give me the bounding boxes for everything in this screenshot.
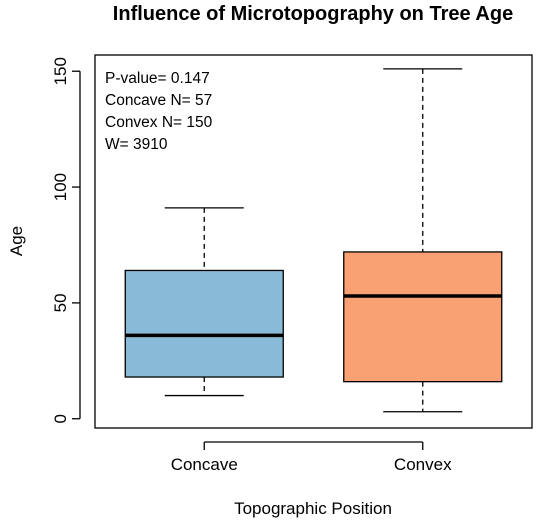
annotation-line: Concave N= 57 — [105, 92, 212, 109]
chart-title: Influence of Microtopography on Tree Age — [113, 3, 513, 25]
y-axis-label: Age — [7, 226, 26, 256]
x-tick-label: Concave — [171, 455, 238, 474]
y-tick-label: 150 — [51, 57, 70, 85]
x-tick-label: Convex — [394, 455, 452, 474]
x-axis-label: Topographic Position — [234, 499, 392, 518]
boxes — [124, 68, 503, 413]
plot-frame — [94, 54, 533, 429]
x-axis: Concave Convex — [171, 441, 452, 474]
box-convex — [343, 68, 503, 413]
annotation-line: Convex N= 150 — [105, 114, 213, 131]
y-axis: 0 50 100 150 — [51, 57, 81, 423]
y-tick-label: 100 — [51, 173, 70, 201]
iqr-box — [343, 251, 503, 383]
annotation-line: W= 3910 — [105, 136, 168, 153]
y-tick-label: 50 — [51, 293, 70, 312]
iqr-box — [124, 269, 284, 378]
y-tick-label: 0 — [51, 414, 70, 423]
annotations: P-value= 0.147 Concave N= 57 Convex N= 150… — [105, 70, 213, 153]
box-concave — [124, 207, 284, 397]
annotation-line: P-value= 0.147 — [105, 70, 210, 87]
